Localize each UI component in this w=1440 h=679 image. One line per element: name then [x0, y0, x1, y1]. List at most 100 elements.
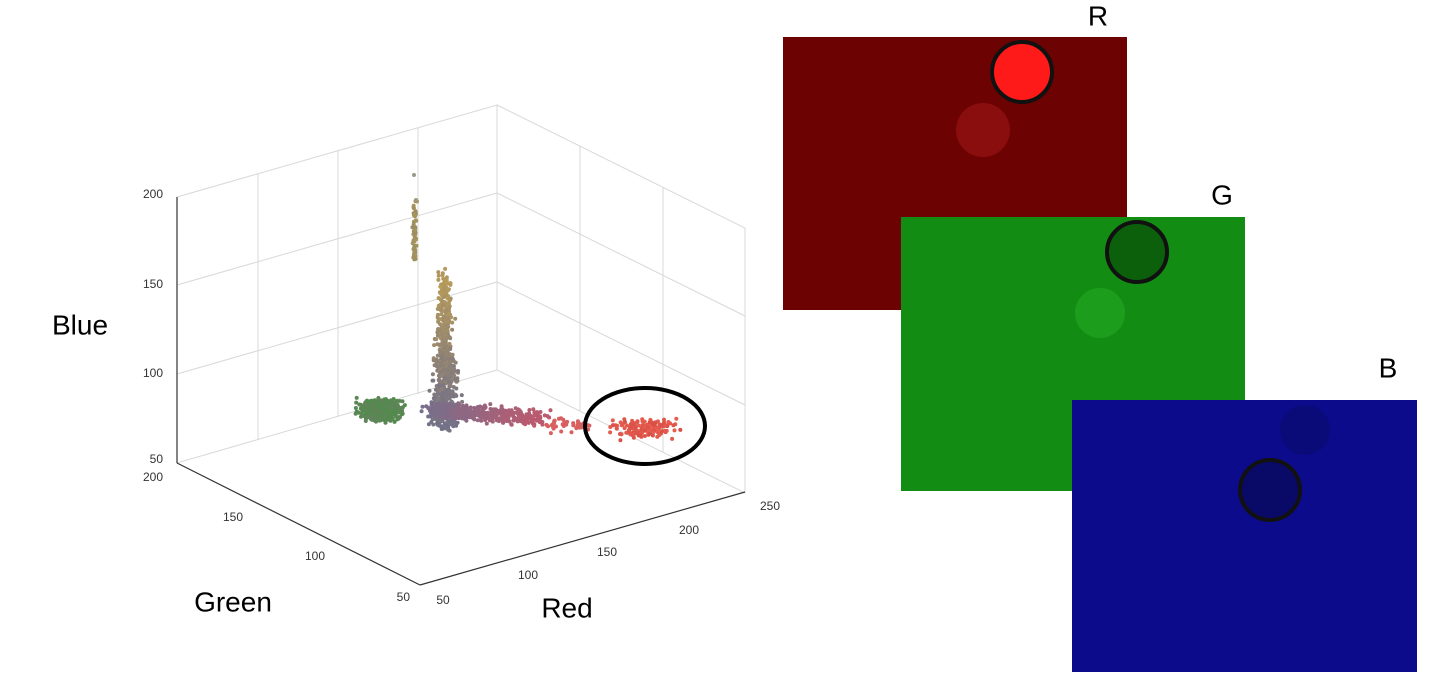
- scatter-point: [426, 414, 431, 419]
- scatter-point: [370, 414, 375, 419]
- scatter-point: [497, 419, 501, 424]
- scatter-point: [642, 434, 647, 438]
- scatter-point: [447, 387, 451, 392]
- scatter-point: [413, 237, 418, 242]
- red-axis: [419, 491, 746, 586]
- scatter-point: [364, 414, 369, 419]
- channel-image: [1072, 400, 1417, 672]
- scatter-point: [379, 405, 384, 410]
- scatter-point: [518, 410, 523, 415]
- scatter-point: [442, 376, 447, 381]
- scatter-point: [438, 364, 443, 368]
- scatter-point: [353, 406, 358, 410]
- scatter-point: [438, 335, 443, 340]
- scatter-point: [569, 430, 574, 435]
- scatter-point: [439, 373, 444, 378]
- scatter-point: [386, 417, 391, 422]
- scatter-point: [439, 308, 443, 313]
- axis-label: Red: [541, 592, 592, 623]
- scatter-point: [398, 415, 402, 420]
- scatter-point: [450, 320, 455, 325]
- scatter-point: [448, 296, 453, 301]
- scatter-point: [388, 406, 392, 411]
- scatter-point: [512, 415, 517, 420]
- scatter-point: [454, 386, 459, 391]
- scatter-point: [439, 387, 444, 391]
- scatter-point: [618, 438, 623, 443]
- scatter-point: [441, 303, 446, 308]
- scatter-point: [392, 403, 397, 408]
- scatter-point: [436, 327, 441, 331]
- scatter-point: [436, 277, 441, 282]
- scatter-point: [610, 418, 615, 423]
- scatter-point: [437, 303, 441, 308]
- scatter-point: [491, 409, 496, 414]
- scatter-point: [456, 369, 461, 373]
- scatter-point: [548, 408, 553, 413]
- scatter-point: [445, 397, 449, 402]
- scatter-point: [460, 411, 464, 416]
- scatter-point: [444, 333, 448, 338]
- scatter-point: [531, 421, 535, 426]
- scatter-point: [630, 418, 635, 423]
- scatter-point: [440, 271, 445, 276]
- scatter-point: [429, 411, 434, 416]
- scatter-point: [441, 363, 446, 368]
- scatter-point: [441, 276, 446, 281]
- scatter-point: [552, 418, 557, 423]
- scatter-point: [504, 411, 508, 416]
- scatter-point: [386, 400, 391, 405]
- scatter-point: [419, 409, 424, 414]
- scatter-point: [647, 432, 652, 436]
- scatter-point: [453, 392, 458, 397]
- scatter-point: [434, 406, 439, 411]
- scatter-point: [549, 423, 554, 428]
- scatter-point: [434, 357, 439, 362]
- scatter-point: [532, 413, 537, 418]
- scatter-point: [479, 415, 483, 420]
- scatter-point: [377, 418, 382, 423]
- scatter-point: [499, 404, 504, 409]
- scatter-point: [354, 395, 359, 400]
- scatter-point: [391, 397, 396, 401]
- scatter-point: [354, 400, 359, 405]
- scatter-point: [516, 411, 520, 416]
- scatter-point: [483, 405, 488, 410]
- green-tick-label: 150: [223, 510, 243, 524]
- scatter-point: [455, 420, 460, 425]
- scatter-point: [672, 428, 677, 433]
- scatter-point: [397, 409, 402, 414]
- scatter-point: [633, 425, 638, 430]
- scatter-point: [546, 424, 550, 429]
- scatter-point: [390, 412, 395, 417]
- scatter-point: [438, 343, 443, 348]
- green-tick-label: 200: [143, 470, 163, 484]
- scatter-point: [448, 281, 453, 286]
- scatter-point: [532, 410, 537, 415]
- ball: [1075, 288, 1125, 338]
- scatter-point: [426, 422, 431, 427]
- ball-highlight: [1238, 458, 1302, 522]
- red-tick-label: 100: [518, 568, 538, 582]
- scatter-point: [368, 400, 373, 405]
- scatter-point: [363, 419, 368, 423]
- scatter-point: [445, 319, 450, 324]
- scatter-point: [556, 416, 561, 421]
- scatter-point: [457, 406, 461, 411]
- scatter-point: [562, 420, 567, 425]
- scatter-point: [559, 429, 564, 434]
- scatter-point: [441, 314, 446, 319]
- scatter-point: [537, 415, 542, 420]
- red-tick-label: 200: [679, 523, 699, 537]
- scatter-point: [393, 414, 398, 419]
- scatter-point: [437, 402, 441, 407]
- scatter-point: [443, 266, 448, 271]
- scatter-point: [378, 413, 383, 418]
- scatter-point: [462, 416, 467, 421]
- scatter-point: [441, 402, 446, 407]
- scatter-point: [447, 335, 452, 340]
- scatter-point: [373, 407, 378, 412]
- scatter-point: [436, 270, 441, 275]
- scatter-point: [392, 419, 397, 424]
